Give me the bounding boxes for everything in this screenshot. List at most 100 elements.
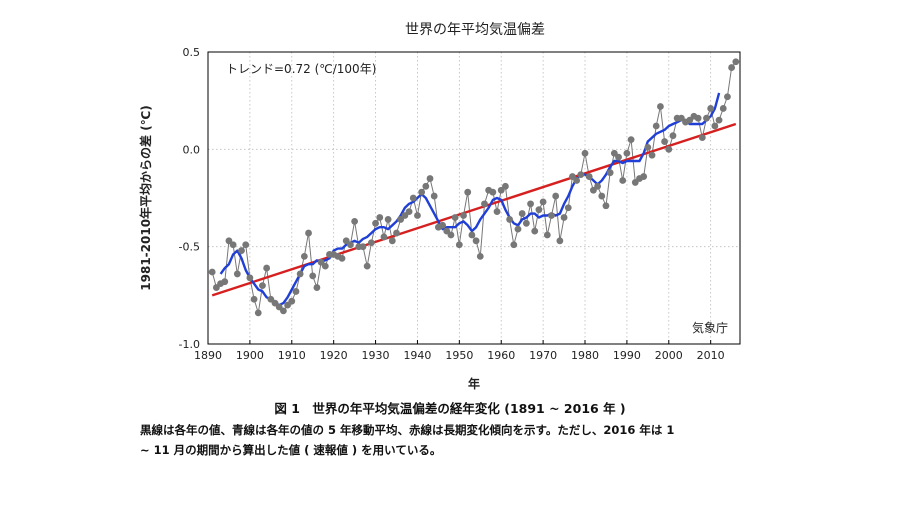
x-tick-label: 1950 [445,349,473,362]
annual-point [539,198,547,206]
annual-series-line [211,61,737,314]
annual-point [640,173,648,180]
annual-point [292,288,300,295]
annual-point [652,122,660,130]
annual-point [296,270,304,278]
annual-point [359,243,367,251]
annual-point [464,188,472,196]
annual-point [606,169,614,177]
annual-point [380,233,388,241]
annual-point [585,173,593,180]
series-layer [208,58,740,317]
annual-point [648,151,656,159]
annual-point [455,241,463,249]
annual-point [661,138,668,145]
annual-point [527,200,534,208]
annual-point [250,295,258,303]
annual-point [510,241,518,249]
y-tick-label: 0.0 [183,143,201,156]
annual-point [422,182,430,190]
annual-point [732,58,740,66]
annual-point [548,212,555,219]
annual-point [309,272,317,280]
caption-text-line1: 黒線は各年の値、青線は各年の値の 5 年移動平均、赤線は長期変化傾向を示す。ただ… [140,423,675,437]
annual-point [367,239,375,247]
annual-point [644,143,652,151]
x-tick-label: 1930 [362,349,390,362]
source-label: 気象庁 [692,320,728,335]
annual-point [254,309,262,317]
annual-point [564,204,572,212]
annual-point [552,192,560,200]
annual-point [347,241,354,249]
annual-point [472,237,480,245]
annual-point [418,188,426,196]
annual-point [384,216,392,223]
x-axis-label: 年 [468,376,480,391]
annual-point [724,93,731,101]
annual-point [280,307,287,315]
x-axis: 1890 1900 1910 1920 1930 1940 1950 1960 1970 1980… [194,340,725,362]
annual-point [460,212,467,219]
annual-point [405,208,413,216]
annual-point [451,214,459,221]
annual-point [665,145,673,153]
annual-point [372,219,379,227]
annual-point [719,105,727,112]
annual-point [321,262,329,270]
annual-point [393,229,400,237]
annual-point [619,177,627,184]
annual-point [313,284,321,291]
annual-point [627,136,635,144]
annual-point [703,114,710,122]
y-tick-label: -1.0 [179,338,200,351]
annual-point [376,214,384,221]
annual-point [518,210,526,217]
annual-point [288,297,296,305]
annual-point [439,221,446,229]
annual-point [263,264,271,272]
trend-line [211,122,737,297]
annual-point [489,188,497,196]
annual-point [694,114,702,122]
annual-point [468,231,476,239]
plot-frame [207,51,741,345]
annual-point [259,282,266,289]
annual-point [351,217,359,225]
annual-point [573,177,581,184]
annual-point [233,270,241,278]
annual-point [414,212,421,219]
x-tick-label: 1890 [194,349,222,362]
annual-point [598,192,606,200]
annual-point [707,105,715,112]
annual-point [728,64,736,71]
annual-point [300,253,308,260]
annual-point [338,254,346,262]
annual-point [430,192,438,200]
annual-point [560,214,568,221]
annual-point [229,241,237,249]
annual-point [447,231,455,239]
annual-point [577,171,585,179]
annual-point [506,216,514,223]
annual-point [514,225,522,233]
x-tick-label: 2010 [697,349,725,362]
annual-point [522,219,530,227]
x-tick-label: 1900 [236,349,264,362]
annual-point [698,134,706,142]
x-tick-label: 1990 [613,349,641,362]
annual-point [481,200,488,208]
chart-title: 世界の年平均気温偏差 [405,22,545,38]
annual-point [493,208,501,216]
annual-point [221,278,229,286]
grid [207,51,740,345]
annual-point [531,227,539,235]
caption-title: 図 1 世界の年平均気温偏差の経年変化 (1891 ~ 2016 年 ) [274,401,626,416]
annual-point [242,241,250,249]
annual-point [476,253,484,260]
moving-average-line [219,92,721,307]
trend-label: トレンド=0.72 (℃/100年) [226,62,376,76]
x-tick-label: 1920 [320,349,348,362]
temperature-anomaly-chart: 世界の年平均気温偏差 -1.0 -0.5 0.0 0.5 1890 1900 1910 19… [138,22,741,391]
y-tick-label: -0.5 [179,241,200,254]
